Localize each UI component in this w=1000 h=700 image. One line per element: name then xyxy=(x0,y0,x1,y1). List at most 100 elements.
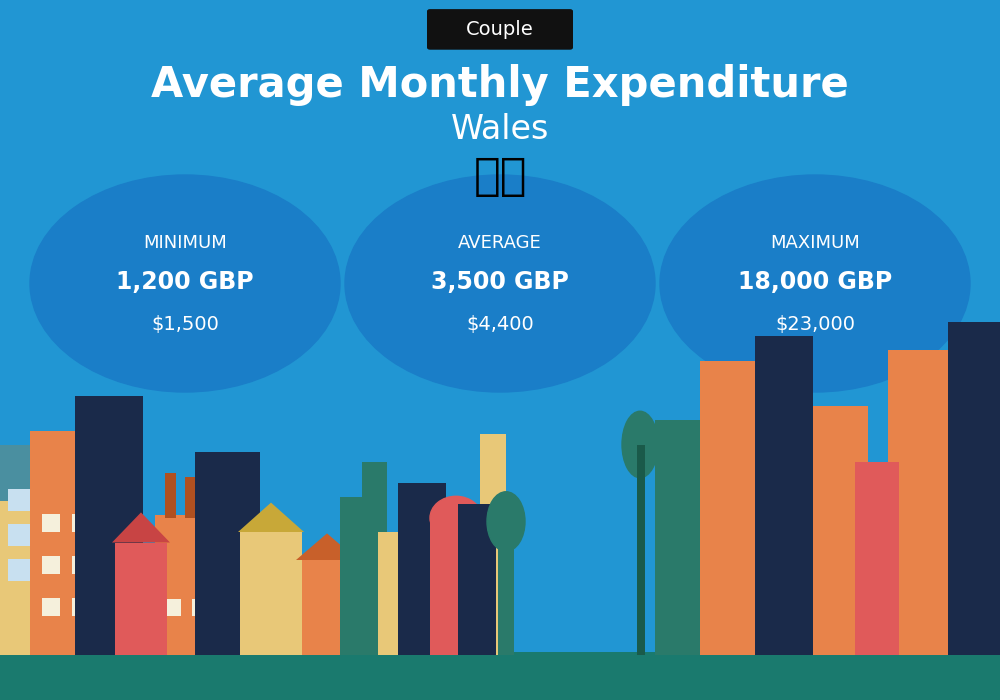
Text: MAXIMUM: MAXIMUM xyxy=(770,234,860,252)
Bar xyxy=(430,518,482,654)
Bar xyxy=(736,419,749,434)
Text: Couple: Couple xyxy=(466,20,534,39)
Bar xyxy=(42,514,60,532)
Bar xyxy=(710,517,723,532)
Bar xyxy=(920,602,933,616)
Bar xyxy=(800,406,868,654)
Bar xyxy=(763,574,775,588)
Bar xyxy=(205,602,218,616)
Text: 🇬🇧: 🇬🇧 xyxy=(473,155,527,198)
Bar xyxy=(240,532,302,654)
Bar xyxy=(710,566,723,581)
Bar xyxy=(920,504,933,518)
Bar xyxy=(784,490,796,504)
Bar xyxy=(948,322,1000,654)
Bar xyxy=(838,552,852,567)
Bar xyxy=(458,504,496,654)
Bar xyxy=(920,455,933,469)
Bar xyxy=(83,475,96,490)
Bar xyxy=(228,602,241,616)
Polygon shape xyxy=(296,533,358,560)
Bar xyxy=(165,473,176,518)
Bar xyxy=(880,554,892,567)
Bar xyxy=(0,500,50,654)
Bar xyxy=(378,532,416,654)
Text: 3,500 GBP: 3,500 GBP xyxy=(431,270,569,294)
Ellipse shape xyxy=(735,204,845,321)
Bar xyxy=(72,514,90,532)
Bar xyxy=(106,475,119,490)
Bar xyxy=(684,489,698,504)
Bar xyxy=(8,524,33,546)
Bar xyxy=(838,503,852,518)
Bar xyxy=(185,477,196,518)
Bar xyxy=(663,489,677,504)
Bar xyxy=(710,419,723,434)
Bar xyxy=(192,599,208,616)
Bar xyxy=(736,566,749,581)
Text: MINIMUM: MINIMUM xyxy=(143,234,227,252)
Bar xyxy=(880,603,892,616)
Text: $23,000: $23,000 xyxy=(775,314,855,334)
Bar xyxy=(655,420,713,654)
Bar xyxy=(42,598,60,616)
Polygon shape xyxy=(112,512,170,542)
Bar xyxy=(30,430,120,654)
Bar xyxy=(700,360,763,654)
Text: $1,500: $1,500 xyxy=(151,314,219,334)
Bar xyxy=(920,553,933,567)
Bar xyxy=(195,452,260,654)
Text: 1,200 GBP: 1,200 GBP xyxy=(116,270,254,294)
Bar xyxy=(736,615,749,630)
Circle shape xyxy=(660,175,970,392)
Bar xyxy=(480,434,506,654)
Bar xyxy=(362,462,387,654)
Text: AVERAGE: AVERAGE xyxy=(458,234,542,252)
Bar xyxy=(812,503,826,518)
Bar xyxy=(736,517,749,532)
Bar xyxy=(710,615,723,630)
FancyBboxPatch shape xyxy=(427,9,573,50)
Bar xyxy=(898,553,911,567)
Bar xyxy=(888,350,960,654)
Bar xyxy=(763,490,775,504)
Bar xyxy=(710,468,723,483)
Bar xyxy=(398,483,446,654)
Bar xyxy=(127,615,143,630)
Bar xyxy=(228,532,241,546)
Circle shape xyxy=(345,175,655,392)
Bar xyxy=(205,567,218,581)
Bar xyxy=(106,517,119,532)
Circle shape xyxy=(30,175,340,392)
Bar xyxy=(838,601,852,616)
Ellipse shape xyxy=(487,491,525,552)
Bar xyxy=(784,616,796,630)
Bar xyxy=(956,553,969,567)
Bar xyxy=(784,574,796,588)
Bar xyxy=(42,556,60,574)
Bar xyxy=(83,559,96,574)
Bar xyxy=(755,336,813,654)
Bar xyxy=(898,455,911,469)
Bar xyxy=(155,514,240,654)
Bar xyxy=(83,517,96,532)
Text: 18,000 GBP: 18,000 GBP xyxy=(738,270,892,294)
Bar xyxy=(83,601,96,616)
Bar xyxy=(72,598,90,616)
Bar xyxy=(684,531,698,546)
Bar xyxy=(812,601,826,616)
Ellipse shape xyxy=(475,202,565,286)
Bar xyxy=(498,532,514,654)
Bar xyxy=(784,448,796,462)
Bar xyxy=(106,559,119,574)
Bar xyxy=(8,559,33,581)
Bar xyxy=(115,542,167,654)
Bar xyxy=(205,482,216,518)
Bar xyxy=(205,532,218,546)
Bar xyxy=(956,406,969,420)
Bar xyxy=(956,504,969,518)
Bar xyxy=(663,615,677,630)
Bar xyxy=(763,448,775,462)
Bar xyxy=(72,556,90,574)
Bar xyxy=(148,615,164,630)
